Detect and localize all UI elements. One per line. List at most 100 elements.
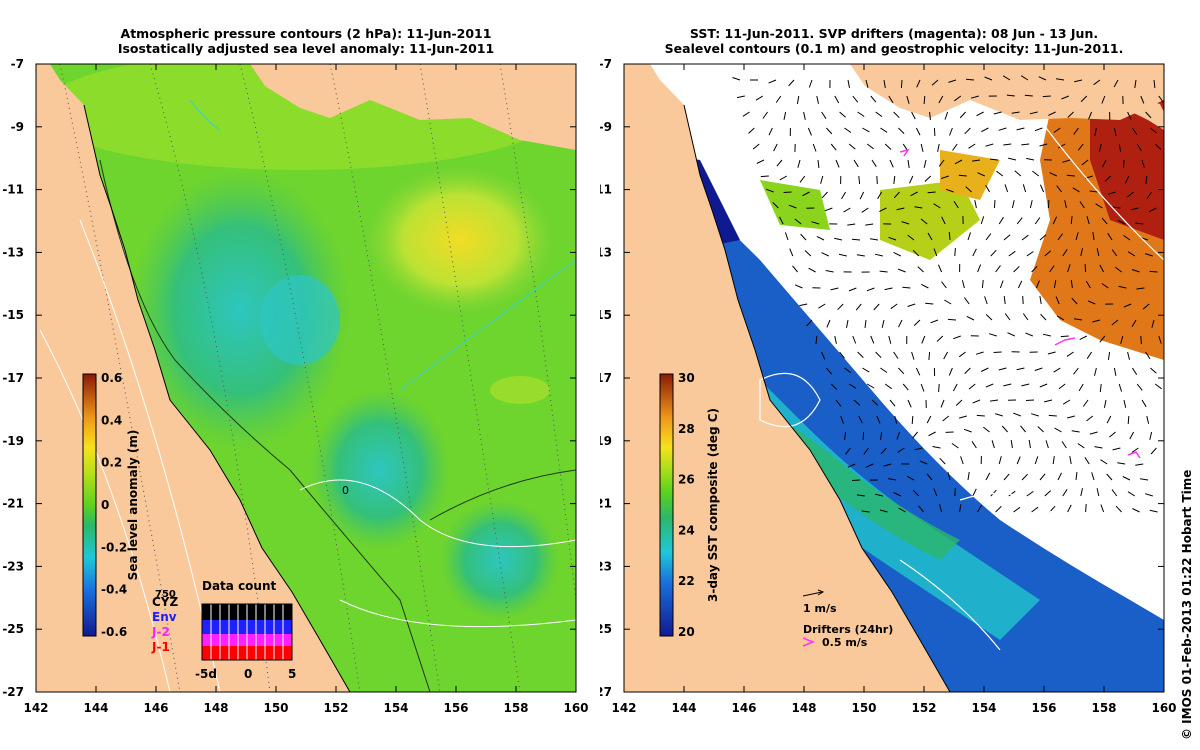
velocity-vector: [1067, 111, 1074, 118]
velocity-vector: [1066, 415, 1075, 419]
velocity-vector: [1014, 170, 1022, 177]
velocity-vector: [1011, 200, 1015, 209]
velocity-vector: [1062, 249, 1068, 257]
velocity-vector: [902, 286, 911, 289]
colorbar-tick-label: 24: [678, 523, 695, 537]
velocity-vector: [1044, 399, 1053, 403]
velocity-vector: [875, 111, 883, 118]
y-tick-label: -7: [11, 57, 24, 71]
velocity-vector: [981, 127, 989, 133]
velocity-vector: [1034, 127, 1043, 132]
velocity-vector: [772, 202, 779, 209]
velocity-vector: [998, 367, 1007, 371]
y-tick-label: -9: [600, 120, 612, 134]
velocity-vector: [1086, 415, 1094, 422]
velocity-vector: [1034, 217, 1041, 225]
velocity-vector: [913, 319, 921, 326]
velocity-vector: [1079, 335, 1088, 341]
velocity-vector: [1101, 283, 1109, 289]
velocity-vector: [811, 221, 820, 225]
velocity-vector: [964, 367, 971, 374]
velocity-vector: [948, 231, 951, 241]
velocity-vector: [880, 431, 883, 440]
velocity-vector: [821, 351, 826, 360]
velocity-vector: [820, 175, 824, 184]
velocity-vector: [1011, 111, 1020, 114]
contour-label: 0: [342, 484, 349, 497]
colorbar-tick-label: 0.4: [101, 413, 122, 427]
velocity-vector: [1092, 232, 1095, 241]
x-tick-label: 152: [911, 701, 936, 715]
velocity-vector: [1013, 506, 1021, 513]
velocity-vector: [955, 399, 963, 406]
velocity-vector: [1062, 489, 1068, 497]
y-tick-label: -19: [600, 434, 612, 448]
velocity-vector: [1055, 296, 1060, 305]
velocity-vector: [952, 143, 958, 151]
velocity-vector: [742, 111, 750, 117]
velocity-vector: [927, 191, 936, 194]
velocity-vector: [755, 95, 764, 101]
velocity-vector: [985, 472, 991, 481]
velocity-vector: [862, 127, 870, 133]
velocity-vector: [937, 264, 943, 273]
velocity-vector: [794, 284, 803, 289]
y-tick-label: -9: [11, 120, 24, 134]
velocity-vector: [1049, 172, 1058, 177]
velocity-vector: [920, 383, 925, 392]
velocity-vector: [1106, 415, 1112, 424]
y-tick-label: -23: [2, 559, 24, 573]
velocity-vector: [897, 268, 906, 273]
velocity-vector: [988, 333, 997, 337]
velocity-vector: [858, 415, 863, 424]
velocity-vector: [1107, 191, 1116, 195]
velocity-vector: [1032, 170, 1040, 177]
velocity-vector: [964, 297, 970, 305]
velocity-vector: [985, 383, 994, 388]
velocity-vector: [1013, 412, 1021, 417]
velocity-vector: [1016, 127, 1025, 131]
velocity-vector: [967, 472, 970, 481]
velocity-vector: [925, 302, 934, 305]
velocity-vector: [797, 159, 801, 168]
velocity-vector: [1042, 95, 1051, 98]
velocity-vector: [1016, 456, 1021, 465]
velocity-vector: [802, 191, 810, 197]
right-axis-ticks: 142 144 146 148 150 152 154 156 158 160 -7 -9 -11 -13…: [600, 57, 1177, 715]
velocity-vector: [953, 335, 961, 340]
y-tick-label: -13: [600, 245, 612, 259]
velocity-vector: [1075, 232, 1079, 241]
colorbar-tick-label: 26: [678, 473, 695, 487]
velocity-vector: [1004, 313, 1011, 321]
velocity-vector: [993, 199, 996, 209]
velocity-vector: [1031, 265, 1038, 273]
velocity-vector: [1118, 143, 1122, 152]
velocity-vector: [898, 319, 903, 328]
x-tick-label: 142: [611, 701, 636, 715]
velocity-vector: [1052, 456, 1055, 465]
velocity-vector: [961, 280, 965, 289]
velocity-vector: [1140, 335, 1142, 345]
velocity-vector: [855, 303, 862, 311]
velocity-vector: [1073, 127, 1079, 135]
velocity-vector: [1081, 159, 1089, 166]
velocity-vector: [937, 143, 940, 152]
velocity-vector: [789, 248, 794, 257]
velocity-vector: [1008, 157, 1017, 161]
velocity-vector: [1145, 175, 1148, 184]
velocity-vector: [756, 159, 765, 164]
velocity-vector: [1118, 285, 1127, 289]
y-tick-label: -15: [2, 308, 24, 322]
velocity-vector: [893, 191, 900, 199]
velocity-vector: [825, 270, 834, 273]
velocity-vector: [1091, 472, 1095, 481]
velocity-vector: [1007, 332, 1016, 337]
velocity-vector: [1080, 95, 1088, 102]
velocity-vector: [902, 383, 909, 391]
drifters-speed: 0.5 m/s: [822, 636, 868, 649]
velocity-vector: [1047, 199, 1050, 209]
velocity-vector: [1022, 184, 1027, 193]
velocity-vector: [999, 280, 1004, 289]
velocity-vector: [1054, 427, 1062, 433]
y-tick-label: -25: [600, 622, 612, 636]
